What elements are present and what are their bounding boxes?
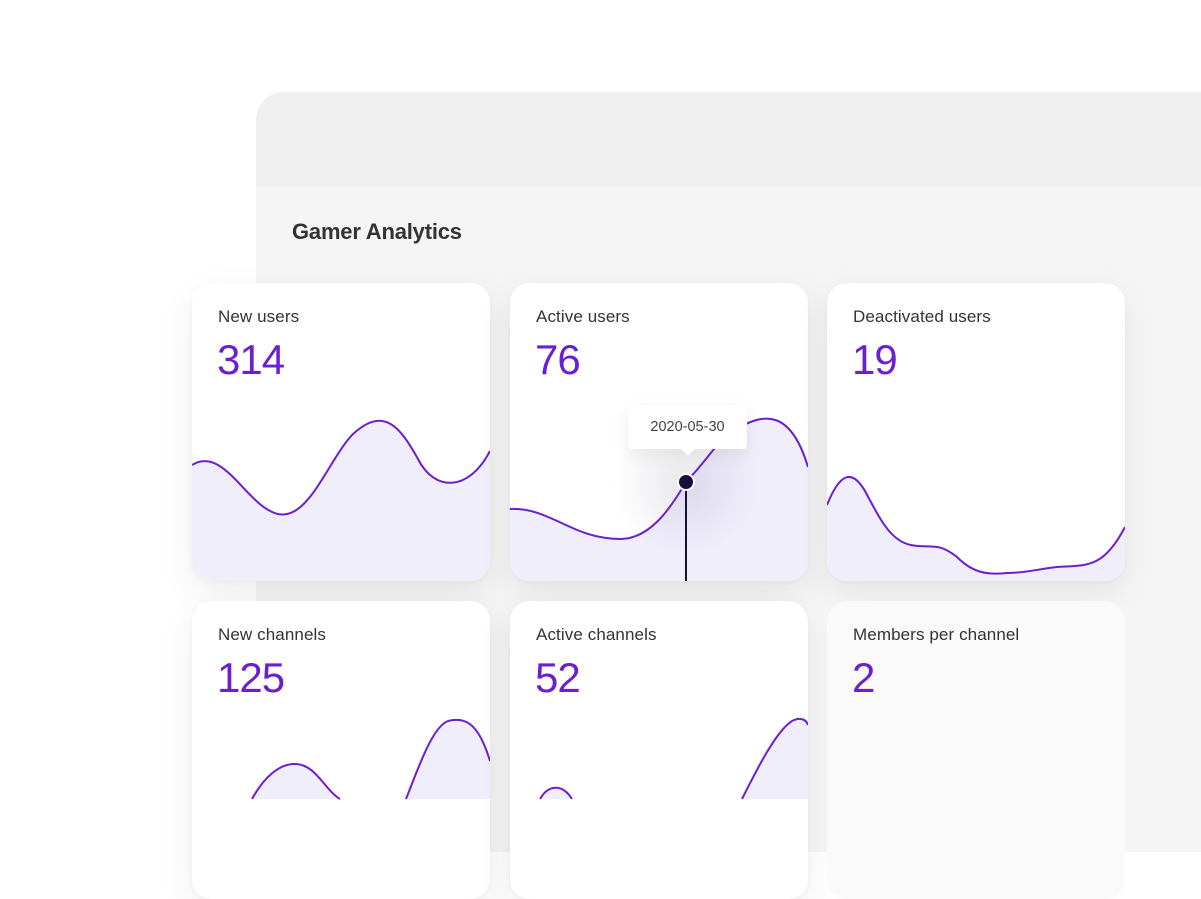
card-deactivated-users[interactable]: Deactivated users 19 <box>827 283 1125 581</box>
card-label: Active channels <box>536 625 657 644</box>
window-header <box>256 92 1201 186</box>
new-channels-line <box>251 762 341 800</box>
new-channels-line-right <box>405 718 490 800</box>
active-channels-line-right <box>741 717 808 800</box>
card-active-users[interactable]: 2020-05-30 Active users 76 <box>510 283 808 581</box>
new-users-sparkline <box>192 419 490 581</box>
card-new-channels[interactable]: New channels 125 <box>192 601 490 899</box>
new-channels-area <box>252 719 490 799</box>
card-label: Deactivated users <box>853 307 991 326</box>
card-members-per-channel[interactable]: Members per channel 2 <box>827 601 1125 899</box>
active-channels-line <box>539 786 573 800</box>
active-users-marker-layer <box>677 473 695 581</box>
card-label: Members per channel <box>853 625 1020 644</box>
card-value: 76 <box>535 336 581 383</box>
card-value: 19 <box>852 336 898 383</box>
date-tooltip: 2020-05-30 <box>628 405 747 456</box>
card-label: New users <box>218 307 300 326</box>
card-value: 2 <box>852 654 875 701</box>
card-new-users[interactable]: New users 314 <box>192 283 490 581</box>
active-channels-sparkline <box>539 717 808 800</box>
new-users-line <box>192 419 490 516</box>
page-title: Gamer Analytics <box>292 219 462 244</box>
card-label: Active users <box>536 307 630 326</box>
active-users-area <box>510 418 808 581</box>
deactivated-users-line <box>827 476 1125 575</box>
card-label: New channels <box>218 625 326 644</box>
deactivated-users-area <box>827 476 1125 581</box>
new-users-area <box>192 420 490 581</box>
active-channels-area-right <box>742 718 808 799</box>
new-channels-sparkline <box>251 718 490 800</box>
card-value: 125 <box>217 654 285 701</box>
card-value: 314 <box>217 336 285 383</box>
card-value: 52 <box>535 654 581 701</box>
card-active-channels[interactable]: Active channels 52 <box>510 601 808 899</box>
hover-point <box>677 473 695 491</box>
deactivated-users-sparkline <box>827 476 1125 581</box>
